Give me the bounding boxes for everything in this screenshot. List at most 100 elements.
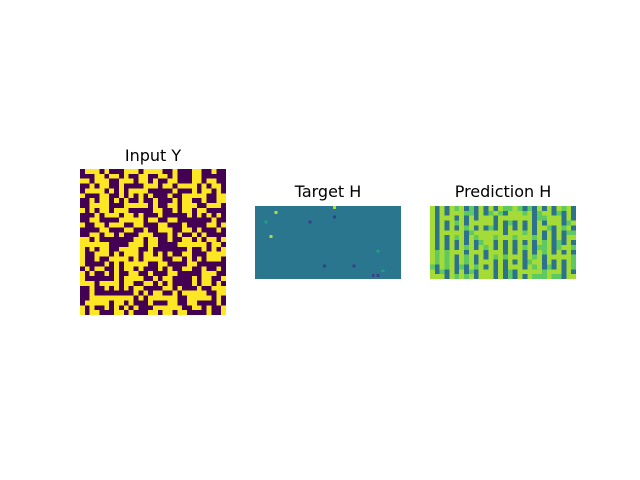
heatmap-cell (148, 222, 154, 228)
heatmap-cell (153, 207, 159, 214)
heatmap-cell (162, 222, 168, 228)
heatmap-cell (430, 254, 436, 260)
heatmap-cell (187, 203, 193, 209)
heatmap-cell (118, 193, 125, 199)
heatmap-cell (172, 242, 178, 248)
heatmap-cell (128, 232, 134, 238)
heatmap-cell (191, 261, 198, 267)
heatmap-cell (99, 169, 105, 175)
heatmap-cell (216, 183, 222, 189)
heatmap-cell (143, 290, 149, 296)
heatmap-cell (89, 217, 95, 223)
heatmap-cell (561, 244, 567, 251)
heatmap-cell (551, 220, 557, 226)
heatmap-cell (128, 222, 134, 228)
heatmap-cell (556, 235, 562, 241)
heatmap-cell (157, 227, 164, 233)
heatmap-cell (532, 259, 538, 265)
heatmap-cell (464, 269, 470, 275)
heatmap-cell (206, 188, 212, 194)
heatmap-cell (84, 295, 91, 301)
heatmap-cell (84, 271, 91, 277)
heatmap-cell (527, 244, 533, 251)
heatmap-cell (216, 246, 222, 253)
heatmap-cell (201, 285, 207, 291)
heatmap-cell (216, 285, 222, 291)
heatmap-cell (191, 232, 198, 238)
heatmap-cell (114, 276, 120, 282)
heatmap-cell (187, 217, 193, 223)
heatmap-cell (157, 198, 164, 204)
heatmap-cell (153, 193, 159, 199)
heatmap-cell (94, 203, 100, 209)
heatmap-cell (532, 210, 538, 217)
heatmap-cell (201, 178, 207, 184)
heatmap-cell (143, 198, 149, 204)
heatmap-cell (512, 244, 518, 251)
heatmap-cell (187, 188, 193, 194)
heatmap-cell (133, 290, 139, 296)
heatmap-cell (182, 207, 188, 214)
heatmap-cell (177, 310, 183, 315)
heatmap-cell (221, 173, 226, 180)
heatmap-cell (522, 210, 528, 217)
heatmap-cell (89, 178, 95, 184)
heatmap-cell (104, 232, 110, 238)
heatmap-cell (449, 259, 455, 265)
heatmap-cell (80, 212, 86, 218)
heatmap-cell (546, 264, 552, 270)
heatmap-cell (114, 217, 120, 223)
heatmap-cell (182, 271, 188, 277)
heatmap-cell (123, 237, 129, 243)
heatmap-cell (201, 237, 207, 243)
heatmap-cell (172, 203, 178, 209)
heatmap-cell (512, 215, 518, 221)
heatmap-cell (172, 256, 178, 262)
heatmap-cell (148, 178, 154, 184)
heatmap-cell (206, 232, 212, 238)
heatmap-cell (153, 290, 159, 296)
heatmap-cell (128, 271, 134, 277)
heatmap-cell (167, 305, 173, 311)
heatmap-cell (211, 188, 217, 194)
heatmap-cell (187, 290, 193, 296)
heatmap-cell (454, 259, 460, 265)
heatmap-cell (449, 220, 455, 226)
heatmap-cell (561, 206, 567, 212)
heatmap-cell (507, 215, 514, 221)
heatmap-cell (177, 300, 183, 306)
heatmap-cell (167, 198, 173, 204)
heatmap-cell (157, 266, 164, 272)
heatmap-cell (157, 169, 164, 175)
heatmap-cell (94, 261, 100, 267)
heatmap-cell (493, 240, 499, 246)
heatmap-cell (114, 246, 120, 253)
heatmap-cell (172, 198, 178, 204)
heatmap-cell (162, 198, 168, 204)
heatmap-cell (99, 261, 105, 267)
heatmap-cell (123, 242, 129, 248)
heatmap-cell (206, 256, 212, 262)
heatmap-cell (109, 188, 115, 194)
heatmap-cell (84, 246, 91, 253)
heatmap-cell (507, 269, 514, 275)
heatmap-cell (148, 251, 154, 257)
heatmap-cell (172, 251, 178, 257)
heatmap-cell (118, 237, 125, 243)
heatmap-cell (537, 206, 543, 212)
heatmap-cell (561, 240, 567, 246)
heatmap-cell (157, 285, 164, 291)
heatmap-cell (556, 230, 562, 236)
heatmap-cell (537, 230, 543, 236)
heatmap-cell (537, 249, 543, 255)
heatmap-cell (109, 222, 115, 228)
heatmap-cell (114, 290, 120, 296)
heatmap-cell (566, 269, 572, 275)
heatmap-cell (434, 210, 441, 217)
heatmap-cell (143, 173, 149, 180)
heatmap-cell (468, 206, 475, 212)
heatmap-cell (157, 212, 164, 218)
heatmap-cell (196, 310, 202, 315)
heatmap-cell (206, 242, 212, 248)
heatmap-cell (517, 249, 523, 255)
